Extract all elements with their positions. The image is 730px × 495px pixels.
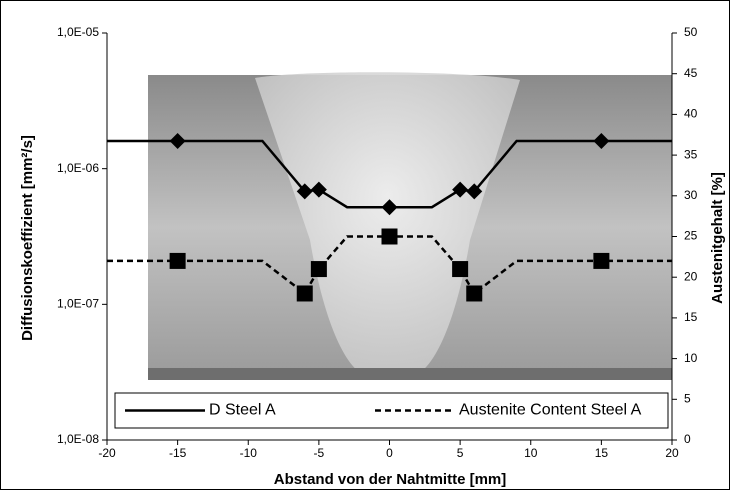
legend-label: D Steel A [209, 402, 276, 419]
legend-label: Austenite Content Steel A [459, 402, 642, 419]
marker [381, 199, 398, 216]
marker [310, 261, 327, 278]
x-tick-label: 10 [524, 446, 538, 460]
legend [114, 392, 669, 429]
x-tick-label: 15 [595, 446, 609, 460]
y2-tick-label: 45 [684, 66, 698, 80]
y2-tick-label: 0 [684, 432, 691, 446]
marker [452, 261, 469, 278]
marker [593, 252, 610, 269]
marker [452, 181, 469, 198]
marker [296, 285, 313, 302]
y2-tick-label: 20 [684, 269, 698, 283]
x-tick-label: -15 [169, 446, 187, 460]
x-tick-label: 20 [665, 446, 679, 460]
x-tick-label: -20 [98, 446, 116, 460]
y2-tick-label: 15 [684, 310, 698, 324]
y-axis-label: Diffusionskoeffizient [mm²/s] [19, 135, 36, 341]
y2-axis-label: Austenitgehalt [%] [709, 172, 726, 304]
x-tick-label: 0 [386, 446, 393, 460]
y-tick-label: 1,0E-06 [57, 161, 99, 175]
y2-tick-label: 30 [684, 188, 698, 202]
y2-tick-label: 50 [684, 25, 698, 39]
y-tick-label: 1,0E-05 [57, 25, 99, 39]
x-tick-label: -5 [314, 446, 325, 460]
y-tick-label: 1,0E-08 [57, 432, 99, 446]
y2-tick-label: 10 [684, 351, 698, 365]
y2-tick-label: 5 [684, 391, 691, 405]
y2-tick-label: 35 [684, 147, 698, 161]
x-tick-label: -10 [240, 446, 258, 460]
marker [310, 181, 327, 198]
marker [169, 132, 186, 149]
micrograph [148, 72, 672, 380]
y-tick-label: 1,0E-07 [57, 297, 99, 311]
x-axis-label: Abstand von der Nahtmitte [mm] [274, 471, 507, 488]
marker [169, 252, 186, 269]
marker [466, 183, 483, 200]
marker [593, 132, 610, 149]
y2-tick-label: 40 [684, 107, 698, 121]
x-tick-label: 5 [457, 446, 464, 460]
marker [466, 285, 483, 302]
marker [296, 183, 313, 200]
y2-tick-label: 25 [684, 229, 698, 243]
marker [381, 228, 398, 245]
